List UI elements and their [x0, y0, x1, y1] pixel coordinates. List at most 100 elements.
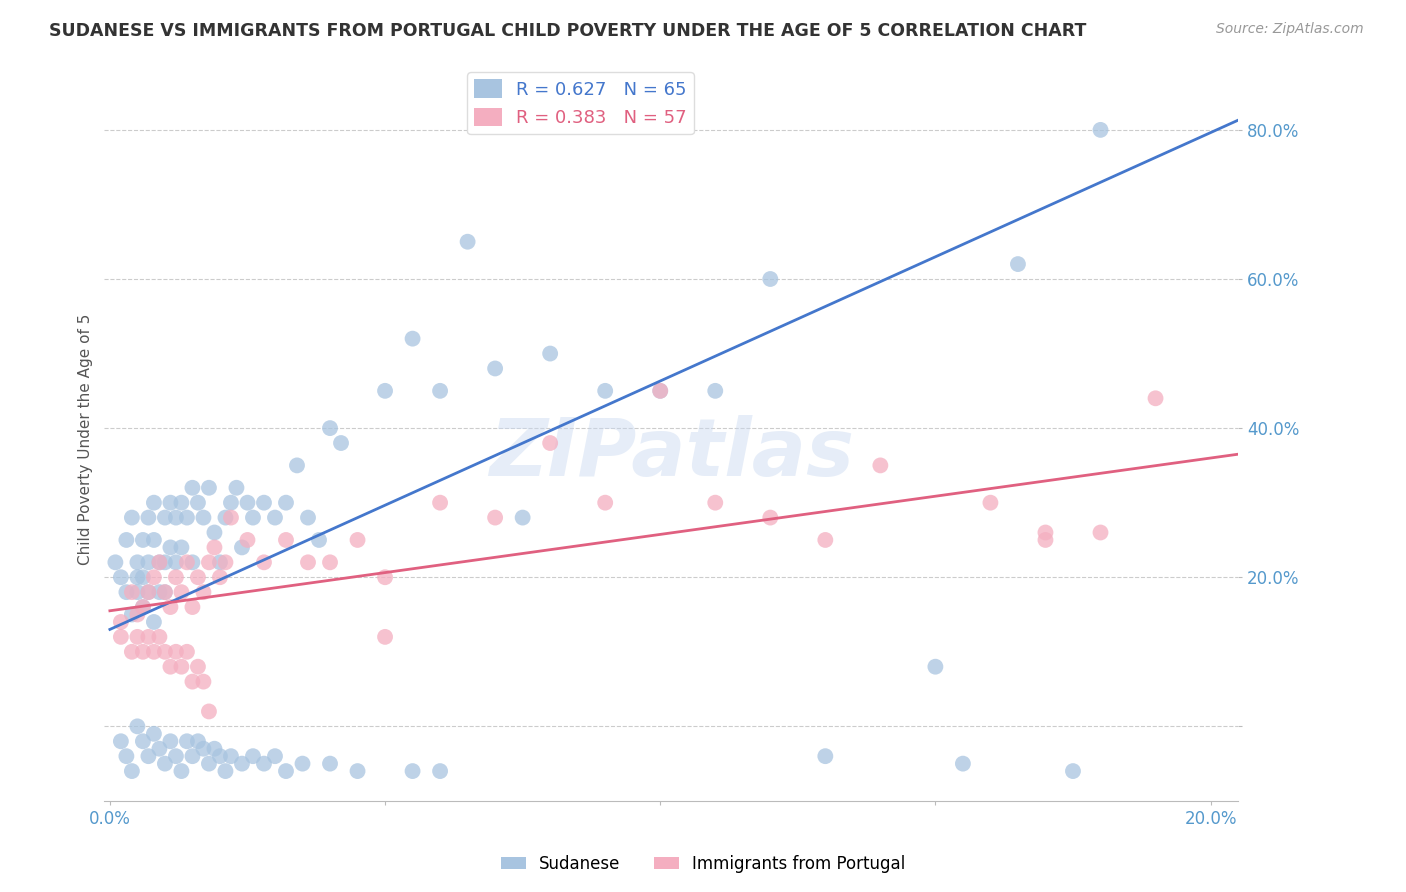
- Point: [142, 645, 165, 659]
- Point: [759, 510, 782, 524]
- Legend: Sudanese, Immigrants from Portugal: Sudanese, Immigrants from Portugal: [494, 848, 912, 880]
- Point: [869, 458, 891, 473]
- Point: [176, 555, 198, 569]
- Point: [142, 570, 165, 584]
- Point: [204, 525, 226, 540]
- Point: [115, 533, 138, 547]
- Point: [127, 607, 149, 622]
- Point: [181, 674, 204, 689]
- Point: [814, 749, 837, 764]
- Point: [319, 756, 342, 771]
- Point: [165, 645, 187, 659]
- Text: SUDANESE VS IMMIGRANTS FROM PORTUGAL CHILD POVERTY UNDER THE AGE OF 5 CORRELATIO: SUDANESE VS IMMIGRANTS FROM PORTUGAL CHI…: [49, 22, 1087, 40]
- Point: [1007, 257, 1029, 271]
- Point: [274, 496, 297, 510]
- Point: [138, 585, 160, 599]
- Point: [176, 510, 198, 524]
- Point: [159, 734, 181, 748]
- Point: [153, 645, 176, 659]
- Point: [650, 384, 672, 398]
- Point: [193, 510, 215, 524]
- Point: [148, 555, 170, 569]
- Point: [153, 585, 176, 599]
- Point: [374, 384, 396, 398]
- Point: [401, 764, 423, 778]
- Point: [104, 555, 127, 569]
- Point: [1144, 392, 1167, 406]
- Point: [138, 555, 160, 569]
- Point: [319, 421, 342, 435]
- Point: [219, 496, 242, 510]
- Point: [132, 734, 155, 748]
- Point: [1062, 764, 1084, 778]
- Point: [1090, 525, 1112, 540]
- Point: [512, 510, 534, 524]
- Point: [236, 496, 259, 510]
- Point: [198, 756, 221, 771]
- Point: [214, 555, 236, 569]
- Point: [165, 555, 187, 569]
- Legend: R = 0.627   N = 65, R = 0.383   N = 57: R = 0.627 N = 65, R = 0.383 N = 57: [467, 72, 693, 135]
- Point: [457, 235, 479, 249]
- Point: [484, 510, 506, 524]
- Point: [204, 741, 226, 756]
- Point: [165, 570, 187, 584]
- Point: [242, 510, 264, 524]
- Point: [814, 533, 837, 547]
- Point: [138, 630, 160, 644]
- Point: [538, 346, 561, 360]
- Point: [208, 749, 231, 764]
- Point: [127, 555, 149, 569]
- Point: [208, 555, 231, 569]
- Point: [297, 510, 319, 524]
- Point: [924, 659, 946, 673]
- Point: [704, 384, 727, 398]
- Point: [110, 630, 132, 644]
- Point: [121, 607, 143, 622]
- Point: [1035, 533, 1057, 547]
- Point: [264, 749, 287, 764]
- Point: [198, 481, 221, 495]
- Point: [138, 749, 160, 764]
- Point: [208, 570, 231, 584]
- Point: [181, 555, 204, 569]
- Point: [346, 764, 368, 778]
- Point: [538, 436, 561, 450]
- Point: [484, 361, 506, 376]
- Point: [159, 541, 181, 555]
- Point: [142, 496, 165, 510]
- Point: [291, 756, 314, 771]
- Point: [264, 510, 287, 524]
- Point: [170, 541, 193, 555]
- Point: [181, 749, 204, 764]
- Point: [127, 630, 149, 644]
- Point: [148, 555, 170, 569]
- Point: [132, 533, 155, 547]
- Point: [153, 756, 176, 771]
- Point: [319, 555, 342, 569]
- Point: [1090, 123, 1112, 137]
- Point: [225, 481, 247, 495]
- Point: [110, 615, 132, 629]
- Point: [193, 674, 215, 689]
- Point: [148, 741, 170, 756]
- Point: [176, 645, 198, 659]
- Point: [231, 541, 253, 555]
- Point: [142, 533, 165, 547]
- Point: [193, 741, 215, 756]
- Point: [127, 585, 149, 599]
- Point: [214, 510, 236, 524]
- Point: [593, 384, 616, 398]
- Point: [142, 727, 165, 741]
- Point: [181, 600, 204, 615]
- Point: [204, 541, 226, 555]
- Point: [153, 555, 176, 569]
- Point: [253, 555, 276, 569]
- Point: [193, 585, 215, 599]
- Point: [242, 749, 264, 764]
- Point: [110, 570, 132, 584]
- Point: [170, 764, 193, 778]
- Point: [115, 585, 138, 599]
- Point: [148, 630, 170, 644]
- Point: [429, 764, 451, 778]
